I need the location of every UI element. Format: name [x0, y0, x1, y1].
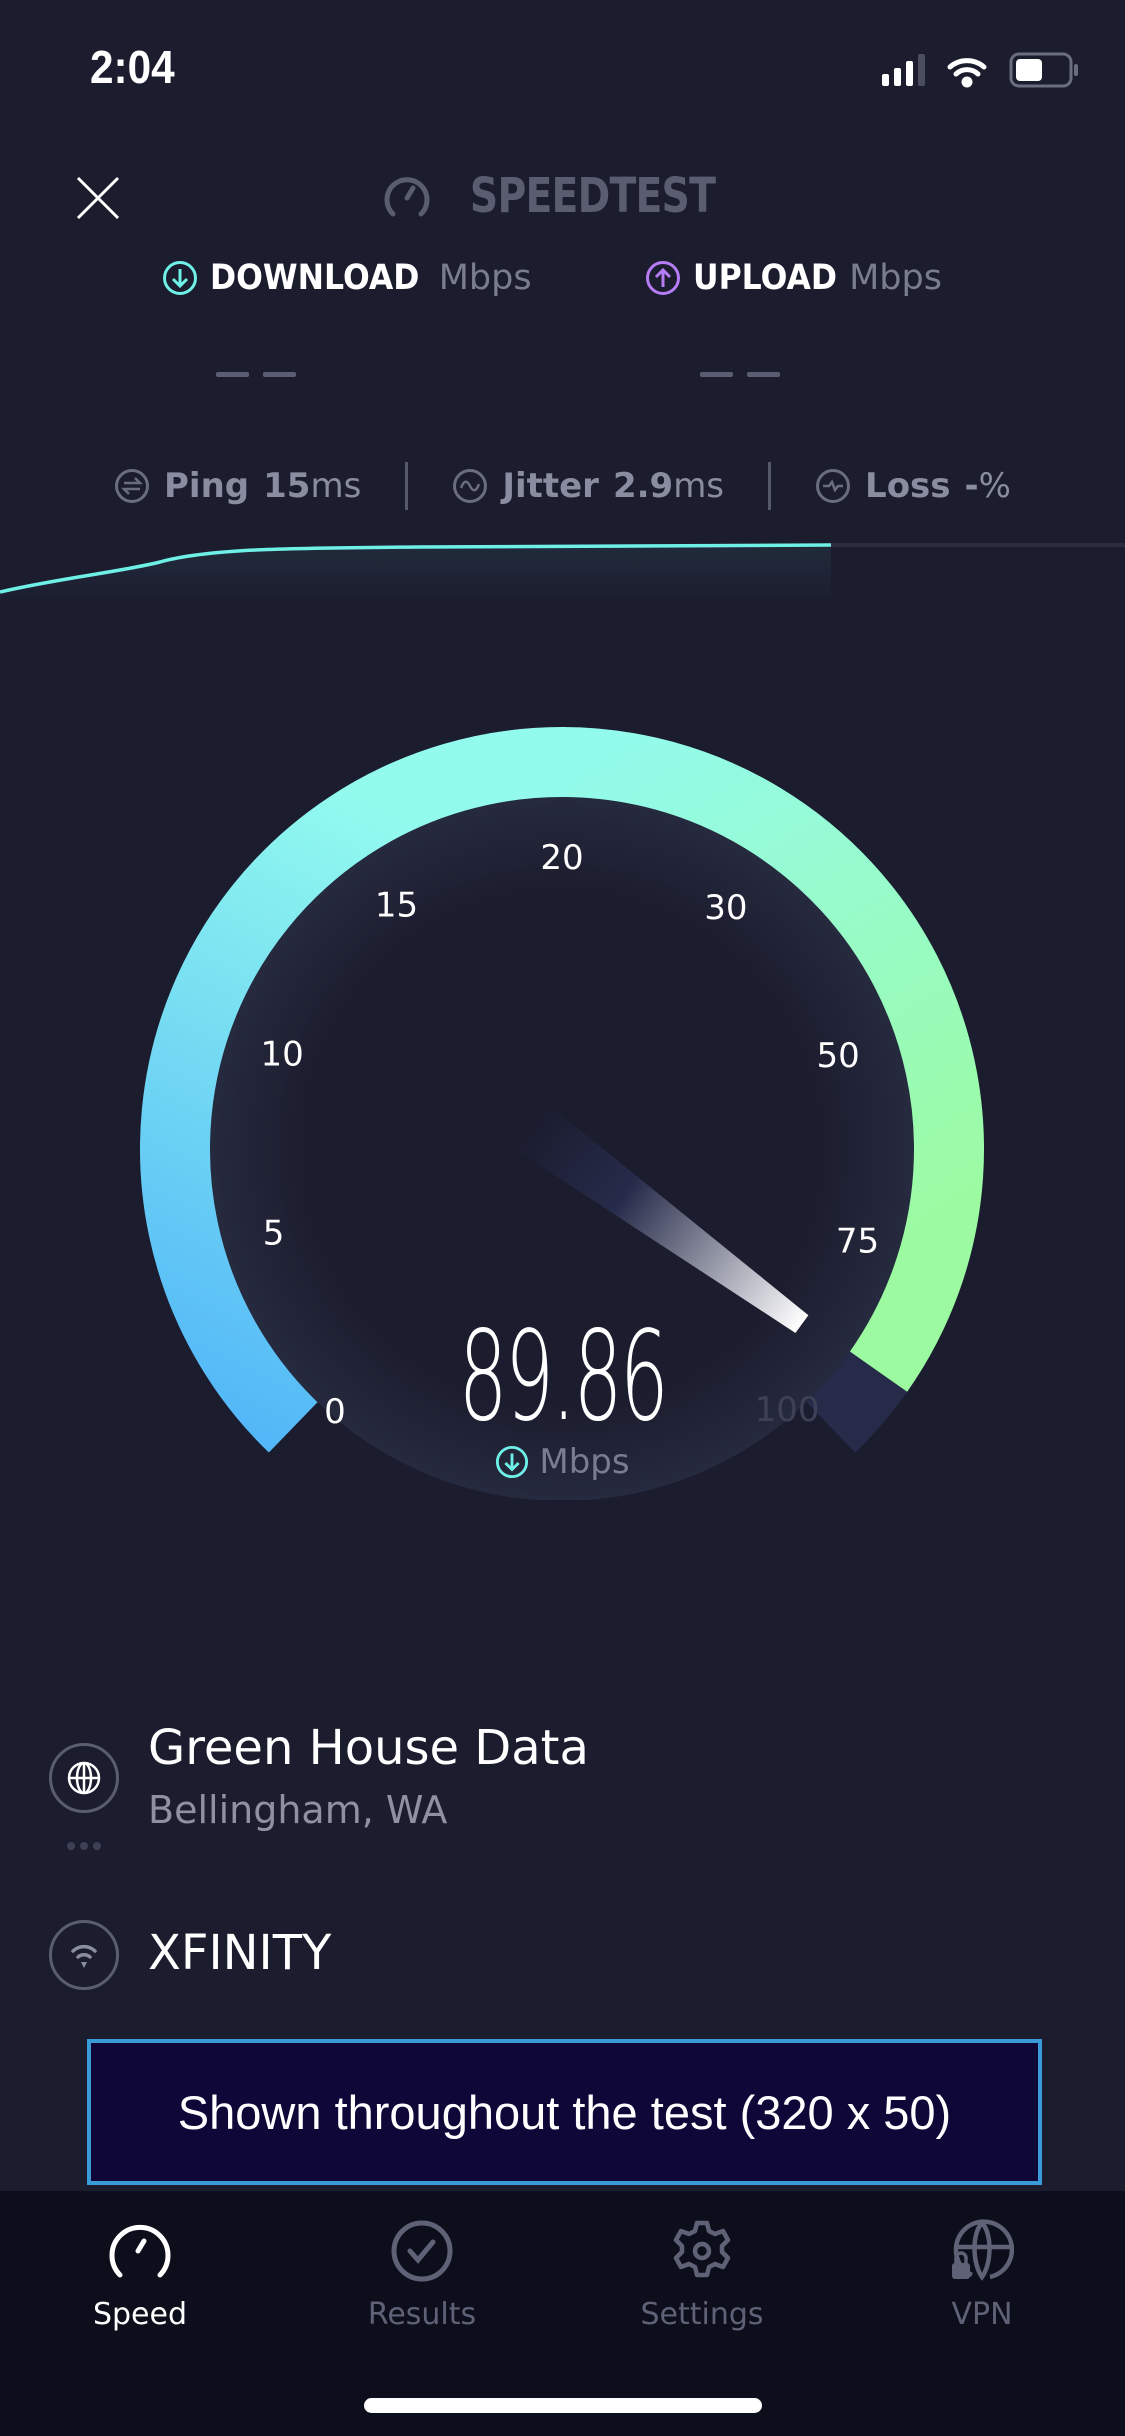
wifi-icon	[947, 58, 987, 88]
tab-results[interactable]: Results	[322, 2219, 522, 2332]
gauge-fill-left	[140, 727, 566, 1453]
ping-label: Ping	[164, 466, 250, 506]
tab-label: Settings	[640, 2297, 764, 2332]
tab-label: VPN	[951, 2297, 1013, 2332]
status-time: 2:04	[90, 41, 175, 93]
more-dots-icon[interactable]	[66, 1840, 106, 1852]
gauge-needle	[513, 1102, 809, 1333]
ping-metric: Ping 15ms	[70, 466, 405, 506]
gauge-tick-label: 30	[704, 888, 747, 928]
logo-text: SPEEDTEST	[469, 168, 716, 224]
gear-icon	[673, 2220, 731, 2278]
gauge-unit: Mbps	[0, 1442, 1125, 1482]
jitter-unit: ms	[673, 466, 725, 506]
jitter-icon	[453, 469, 488, 503]
upload-unit: Mbps	[849, 258, 942, 298]
graph-line	[0, 543, 832, 594]
ping-number: 15	[263, 466, 311, 506]
ping-icon	[115, 469, 150, 503]
upload-header: UPLOAD Mbps	[645, 258, 942, 298]
tab-label: Results	[367, 2297, 477, 2332]
loss-number: -	[964, 466, 979, 506]
gauge-tick-label: 100	[755, 1390, 820, 1430]
globe-lock-icon	[952, 2219, 1014, 2281]
graph-fill	[0, 545, 831, 610]
globe-icon	[67, 1761, 101, 1795]
download-value-placeholder	[216, 372, 296, 378]
gauge-value: 89.86	[0, 1305, 1125, 1449]
jitter-metric: Jitter 2.9ms	[408, 466, 768, 506]
metrics-row: Ping 15ms Jitter 2.9ms Loss -%	[0, 462, 1125, 510]
server-name[interactable]: Green House Data	[148, 1720, 589, 1776]
ad-banner[interactable]: Shown throughout the test (320 x 50)	[87, 2039, 1042, 2185]
loss-label: Loss	[865, 466, 951, 506]
battery-icon	[1009, 52, 1078, 88]
download-header: DOWNLOAD Mbps	[162, 258, 532, 298]
home-indicator[interactable]	[364, 2398, 762, 2413]
tab-bar: Speed Results Settings VPN	[0, 2191, 1125, 2436]
gauge-tick-label: 10	[260, 1035, 303, 1075]
jitter-label: Jitter	[502, 466, 599, 506]
loss-icon	[816, 469, 851, 503]
gauge-tick-label: 75	[836, 1221, 879, 1261]
speedtest-logo: SPEEDTEST	[0, 168, 1125, 224]
tab-vpn[interactable]: VPN	[882, 2219, 1082, 2332]
speed-gauge: 0 5 10 15 20 30 50 75 100	[140, 727, 984, 1500]
gauge-tick-label: 15	[375, 886, 418, 926]
tab-speed[interactable]: Speed	[40, 2219, 240, 2332]
loss-metric: Loss -%	[771, 466, 1055, 506]
upload-label: UPLOAD	[693, 258, 838, 298]
download-unit: Mbps	[438, 258, 532, 298]
download-arrow-icon	[496, 1445, 529, 1479]
download-label: DOWNLOAD	[210, 258, 420, 298]
speedometer-icon	[109, 2224, 171, 2278]
loss-value: -%	[965, 466, 1011, 506]
gauge-tick-label: 50	[816, 1036, 859, 1076]
loss-unit: %	[978, 466, 1011, 506]
download-arrow-icon	[163, 261, 197, 295]
divider	[405, 462, 409, 510]
speed-graph	[0, 543, 1125, 610]
tab-label: Speed	[92, 2297, 188, 2332]
upload-value-placeholder	[700, 372, 780, 378]
close-icon[interactable]	[74, 174, 122, 222]
isp-icon	[49, 1920, 119, 1990]
divider	[768, 462, 772, 510]
wifi-icon	[71, 1944, 97, 1968]
jitter-value: 2.9ms	[613, 466, 724, 506]
gauge-unit-label: Mbps	[539, 1442, 630, 1482]
signal-icon	[882, 54, 925, 86]
status-icons	[882, 52, 1078, 88]
upload-arrow-icon	[646, 261, 680, 295]
server-location: Bellingham, WA	[148, 1788, 448, 1832]
server-icon-button[interactable]	[49, 1743, 119, 1813]
ad-text: Shown throughout the test (320 x 50)	[177, 2085, 952, 2139]
jitter-number: 2.9	[612, 466, 674, 506]
isp-name: XFINITY	[148, 1925, 332, 1981]
gauge-tick-label: 5	[263, 1214, 285, 1254]
tab-settings[interactable]: Settings	[602, 2219, 802, 2332]
speedometer-icon	[384, 177, 430, 217]
ping-unit: ms	[310, 466, 362, 506]
gauge-value-text: 89.86	[458, 1305, 669, 1449]
check-circle-icon	[391, 2220, 453, 2282]
ping-value: 15ms	[263, 466, 361, 506]
gauge-tick-label: 20	[540, 838, 583, 878]
gauge-tick-label: 0	[324, 1392, 346, 1432]
gauge-fill-right	[561, 727, 984, 1392]
